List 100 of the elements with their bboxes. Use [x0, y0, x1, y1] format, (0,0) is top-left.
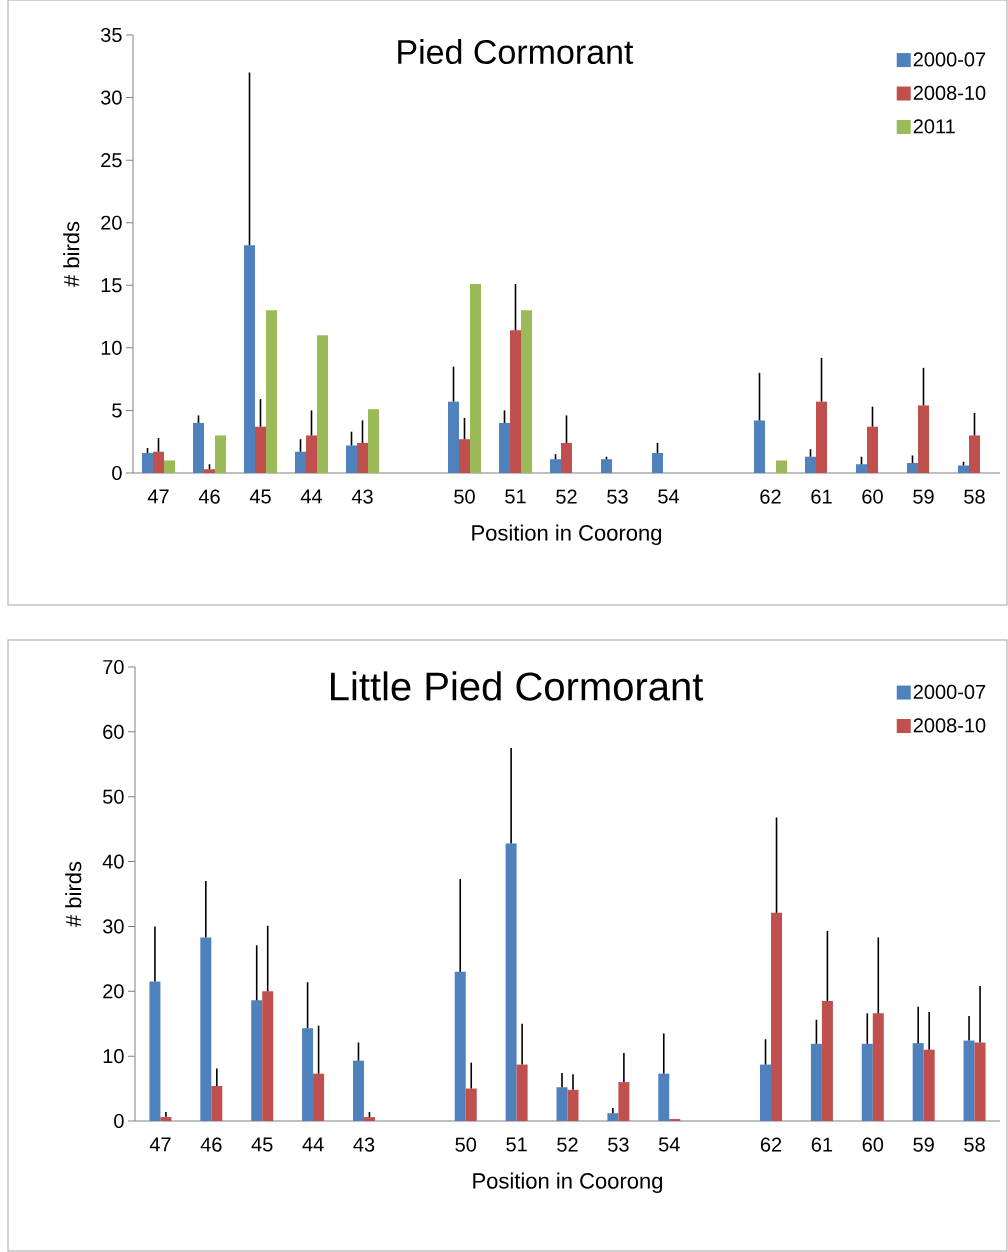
- x-tick-label: 60: [862, 1137, 884, 1152]
- x-tick-label: 52: [556, 489, 577, 504]
- legend-label: 2011: [913, 119, 955, 134]
- y-tick-label: 0: [114, 1113, 124, 1129]
- bar: [160, 1117, 172, 1121]
- bar: [211, 1085, 223, 1121]
- bar: [907, 462, 918, 473]
- x-tick-label: 59: [913, 1137, 934, 1152]
- bar: [295, 451, 306, 473]
- bar: [454, 971, 466, 1121]
- x-tick-label: 54: [658, 489, 680, 504]
- bar: [262, 991, 274, 1121]
- x-tick-label: 44: [302, 1137, 324, 1152]
- bar: [465, 1088, 477, 1121]
- y-tick-label: 35: [100, 27, 122, 43]
- x-tick-label: 61: [811, 489, 832, 504]
- bar: [200, 937, 212, 1121]
- y-axis-title: # birds: [65, 861, 82, 927]
- bar: [805, 456, 816, 473]
- bar: [963, 1040, 975, 1121]
- bar: [607, 1113, 619, 1121]
- y-tick-label: 20: [101, 215, 122, 230]
- legend-label: 2008-10: [913, 718, 986, 733]
- x-tick-label: 50: [455, 1137, 477, 1152]
- bar: [346, 445, 357, 473]
- x-tick-label: 51: [505, 489, 526, 504]
- x-tick-label: 60: [862, 489, 883, 504]
- y-tick-label: 70: [103, 659, 124, 675]
- bar: [368, 409, 379, 473]
- bar: [760, 1064, 772, 1121]
- bar: [470, 284, 481, 473]
- bar: [306, 435, 317, 473]
- bar: [861, 1043, 873, 1121]
- x-tick-label: 58: [964, 489, 985, 504]
- bar: [255, 426, 266, 473]
- x-axis-title: Position in Coorong: [473, 1172, 663, 1194]
- bar: [244, 245, 255, 473]
- y-tick-label: 25: [101, 153, 122, 168]
- x-tick-label: 51: [506, 1137, 527, 1152]
- bar: [352, 1060, 364, 1121]
- x-axis-title: Position in Coorong: [472, 524, 662, 546]
- bar: [204, 469, 215, 473]
- bar: [251, 1000, 263, 1121]
- bar: [652, 452, 663, 473]
- bar: [521, 310, 532, 473]
- bar: [302, 1028, 314, 1121]
- bar: [776, 460, 787, 473]
- x-tick-label: 52: [557, 1137, 578, 1152]
- bar: [867, 426, 878, 473]
- x-tick-label: 43: [353, 1137, 375, 1152]
- bar: [601, 459, 612, 473]
- bar: [969, 435, 980, 473]
- bar: [313, 1073, 325, 1121]
- bar: [448, 401, 459, 473]
- y-tick-label: 40: [102, 854, 124, 869]
- bar: [771, 912, 783, 1121]
- bar: [516, 1064, 528, 1121]
- bar: [561, 442, 572, 473]
- y-tick-label: 50: [103, 789, 124, 804]
- bar: [567, 1089, 579, 1121]
- x-tick-label: 44: [300, 489, 323, 504]
- x-tick-label: 62: [760, 489, 781, 504]
- bar: [872, 1013, 884, 1121]
- x-tick-label: 53: [607, 489, 628, 504]
- x-tick-label: 53: [608, 1137, 629, 1152]
- bar: [918, 405, 929, 473]
- y-tick-label: 5: [112, 403, 122, 418]
- chart-title: Pied Cormorant: [398, 39, 634, 65]
- bar: [550, 459, 561, 473]
- bar: [810, 1043, 822, 1121]
- bar: [142, 452, 153, 473]
- bar: [856, 464, 867, 473]
- y-tick-label: 20: [103, 984, 124, 999]
- bar: [215, 435, 226, 473]
- x-tick-label: 43: [351, 489, 373, 504]
- bar: [618, 1082, 630, 1121]
- bar: [958, 465, 969, 473]
- bar: [149, 981, 161, 1121]
- bar: [923, 1049, 935, 1121]
- bar: [317, 335, 328, 473]
- bar: [510, 330, 521, 473]
- bar: [912, 1043, 924, 1121]
- x-tick-label: 46: [200, 1137, 222, 1152]
- y-tick-label: 30: [100, 90, 122, 105]
- x-tick-label: 54: [658, 1137, 680, 1152]
- x-tick-label: 45: [249, 489, 271, 504]
- bar: [153, 451, 164, 473]
- bar: [164, 460, 175, 473]
- bar: [266, 310, 277, 473]
- legend-label: 2008-10: [913, 85, 986, 100]
- x-tick-label: 47: [149, 1137, 171, 1152]
- bar: [357, 442, 368, 473]
- y-tick-label: 15: [101, 278, 122, 293]
- bar: [193, 422, 204, 473]
- bar: [816, 401, 827, 473]
- y-axis-title: # birds: [63, 221, 80, 287]
- bar: [499, 422, 510, 473]
- legend-label: 2000-07: [913, 52, 986, 67]
- bar: [556, 1087, 568, 1121]
- y-tick-label: 10: [103, 1049, 124, 1064]
